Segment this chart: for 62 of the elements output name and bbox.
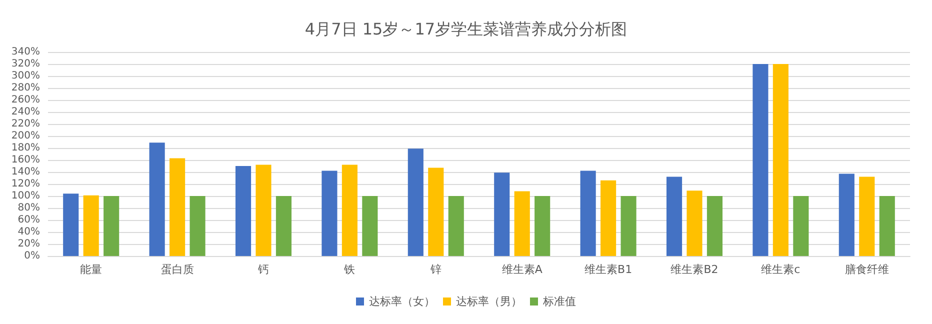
y-tick-label: 120% (11, 178, 40, 190)
bar (620, 196, 636, 256)
bar (494, 172, 510, 256)
bar (752, 64, 768, 256)
bar (448, 196, 464, 256)
legend-label: 标准值 (542, 295, 576, 308)
y-tick-label: 220% (11, 118, 40, 130)
y-tick-label: 180% (11, 142, 40, 154)
y-tick-label: 300% (11, 70, 40, 82)
bar (859, 176, 875, 256)
x-tick-label: 锌 (429, 263, 442, 276)
x-tick-label: 铁 (343, 263, 356, 276)
bar (838, 174, 854, 256)
y-tick-label: 140% (11, 166, 40, 178)
bar (104, 196, 120, 256)
y-tick-label: 20% (18, 238, 40, 250)
y-tick-label: 320% (11, 58, 40, 70)
y-tick-label: 260% (11, 94, 40, 106)
bar (666, 176, 682, 256)
y-tick-label: 40% (18, 226, 40, 238)
bar (408, 148, 424, 256)
y-tick-label: 0% (24, 250, 40, 262)
x-tick-label: 维生素c (761, 263, 800, 276)
bar (362, 196, 378, 256)
bar (686, 190, 702, 256)
y-tick-label: 100% (11, 190, 40, 202)
chart-title: 4月7日 15岁～17岁学生菜谱营养成分分析图 (304, 20, 628, 38)
y-tick-label: 200% (11, 130, 40, 142)
bar (772, 64, 788, 256)
y-tick-label: 280% (11, 82, 40, 94)
bar (600, 180, 616, 256)
bar (170, 158, 186, 256)
y-tick-label: 240% (11, 106, 40, 118)
bar (63, 194, 79, 256)
bar (514, 191, 530, 256)
bar (256, 164, 272, 256)
bar (428, 168, 444, 256)
y-tick-label: 340% (11, 46, 40, 58)
bar (235, 166, 252, 256)
legend-label: 达标率（女） (369, 295, 435, 308)
x-tick-label: 维生素B2 (670, 263, 718, 276)
bar (190, 196, 206, 256)
bar (706, 196, 723, 256)
bar (580, 170, 596, 256)
x-tick-label: 维生素A (502, 263, 543, 276)
x-tick-label: 蛋白质 (160, 263, 194, 276)
y-tick-label: 80% (18, 202, 40, 214)
legend-label: 达标率（男） (456, 295, 522, 308)
bar (149, 142, 165, 256)
x-tick-label: 能量 (80, 263, 102, 276)
y-tick-label: 60% (18, 214, 40, 226)
bar (793, 196, 809, 256)
bar (342, 164, 358, 256)
bar (83, 195, 99, 256)
x-tick-label: 钙 (257, 263, 269, 276)
bar (534, 196, 550, 256)
y-tick-label: 160% (11, 154, 40, 166)
bar (322, 170, 338, 256)
x-tick-label: 维生素B1 (584, 263, 632, 276)
bar (276, 196, 292, 256)
x-tick-label: 膳食纤维 (844, 263, 889, 276)
bar (879, 196, 895, 256)
